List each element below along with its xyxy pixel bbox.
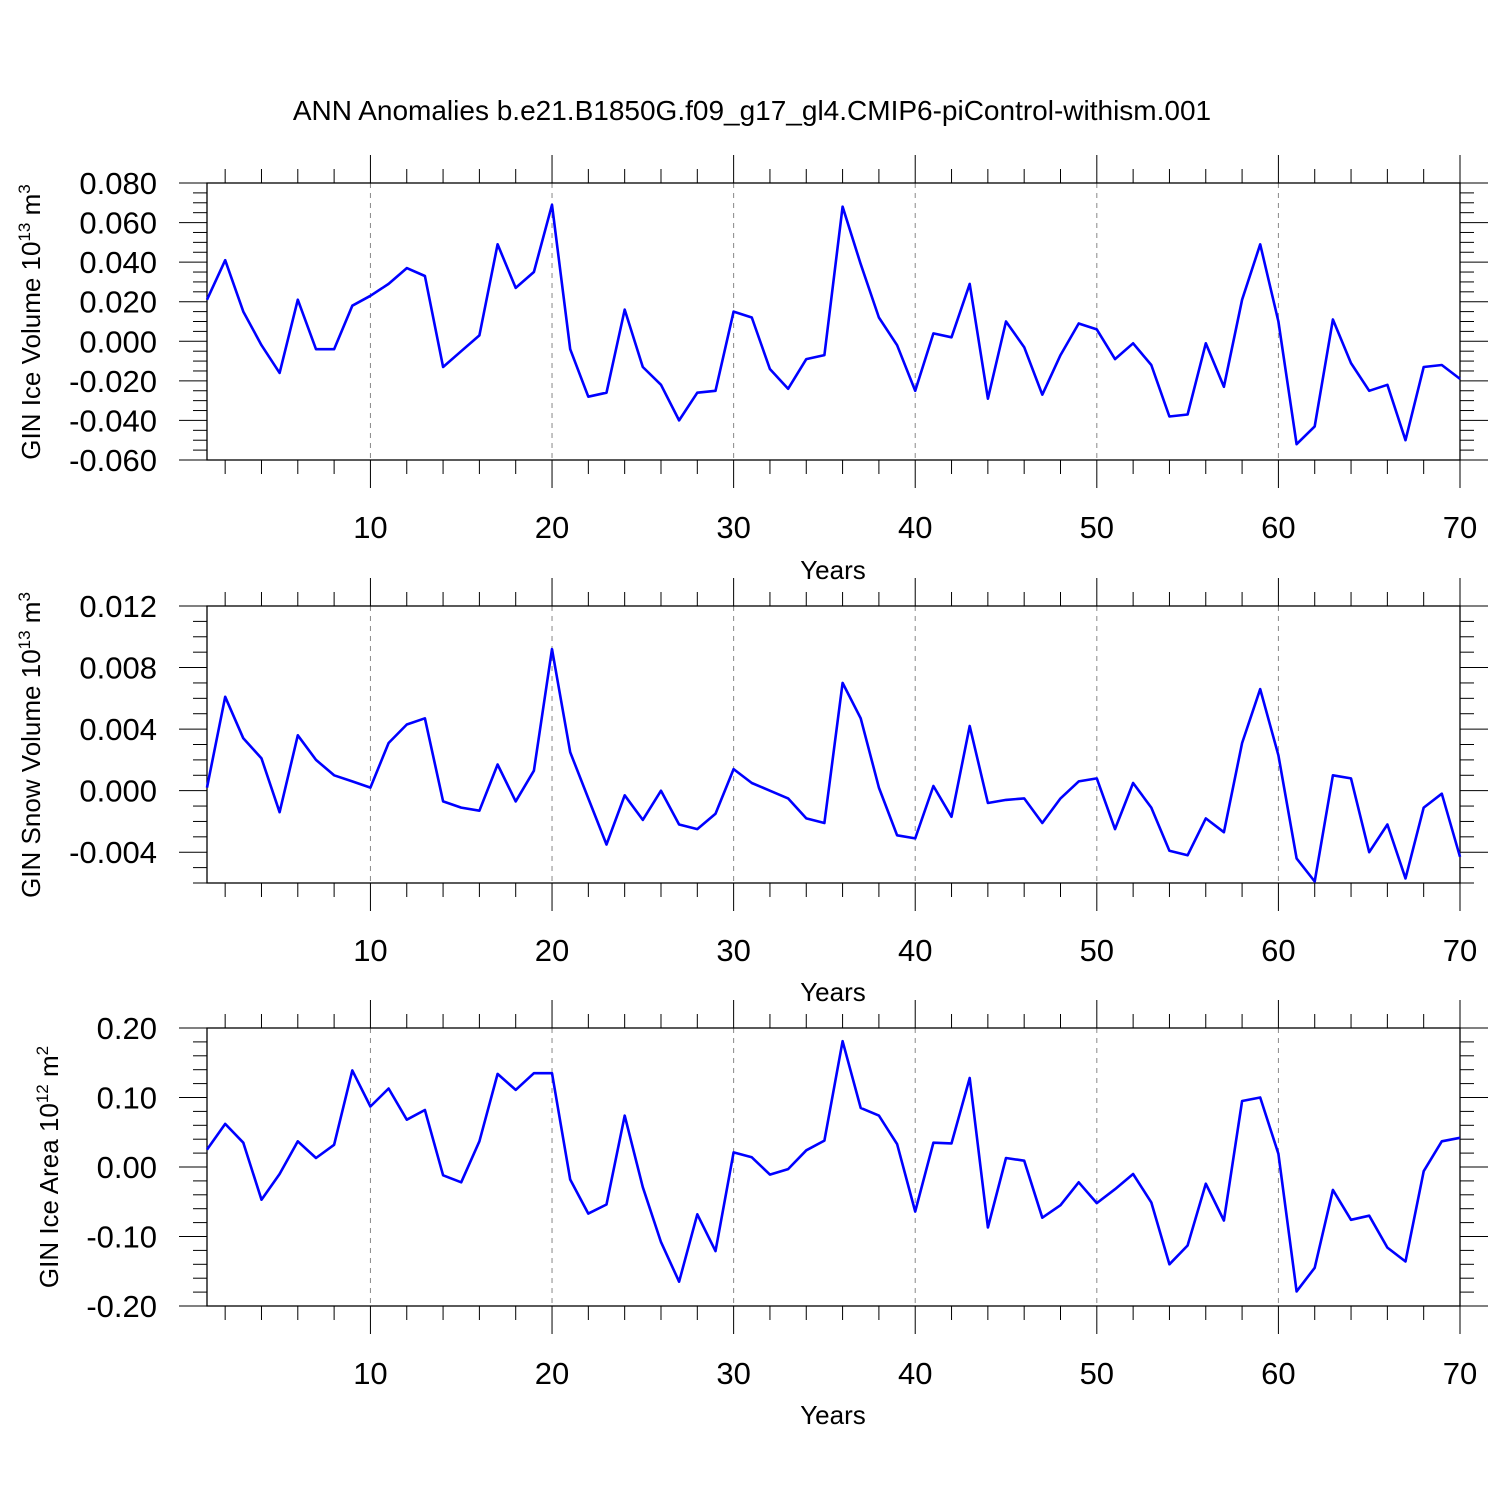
ice-volume-y-tick-label: 0.020 (79, 285, 157, 320)
ice-volume-y-tick-label: 0.040 (79, 245, 157, 280)
snow-volume-series-line (205, 647, 1462, 883)
snow-volume-x-axis-title: Years (800, 977, 866, 1007)
snow-volume-x-tick-label: 10 (353, 933, 387, 968)
ice-volume-y-tick-label: 0.060 (79, 206, 157, 241)
snow-volume-x-tick-label: 50 (1080, 933, 1114, 968)
ice-area-x-axis-title: Years (800, 1400, 866, 1430)
snow-volume-y-tick-label: -0.004 (69, 835, 157, 870)
snow-volume-x-tick-label: 60 (1261, 933, 1295, 968)
ice-area-series-line (205, 1039, 1461, 1293)
ice-volume-y-tick-label: 0.000 (79, 324, 157, 359)
ice-volume-x-tick-label: 10 (353, 510, 387, 545)
ice-volume-y-tick-label: -0.040 (69, 403, 157, 438)
snow-volume-x-tick-label: 70 (1443, 933, 1477, 968)
ice-volume-y-tick-label: -0.060 (69, 443, 157, 478)
ice-area-y-axis-title: GIN Ice Area 1012 m2 (33, 1046, 64, 1288)
ice-volume-x-tick-label: 40 (898, 510, 932, 545)
ice-volume-y-tick-label: -0.020 (69, 364, 157, 399)
ice-area-x-tick-label: 40 (898, 1356, 932, 1391)
ice-area-x-tick-label: 50 (1080, 1356, 1114, 1391)
ice-volume-y-axis-title: GIN Ice Volume 1013 m3 (15, 184, 46, 460)
ice-area-x-tick-label: 30 (716, 1356, 750, 1391)
ice-area-x-tick-label: 20 (535, 1356, 569, 1391)
ice-area-y-tick-label: -0.20 (86, 1289, 157, 1324)
ice-volume-panel: GIN Ice Volume 1013 m3 Years -0.060 -0.04… (15, 155, 1488, 585)
ice-area-panel: GIN Ice Area 1012 m2 Years -0.20 -0.10 0.0… (33, 1000, 1488, 1430)
ice-volume-x-tick-label: 50 (1080, 510, 1114, 545)
ice-volume-series-line (205, 203, 1461, 446)
snow-volume-plot-frame (206, 605, 1461, 884)
ice-area-x-tick-label: 60 (1261, 1356, 1295, 1391)
ice-volume-x-tick-label: 30 (716, 510, 750, 545)
ice-volume-x-tick-label: 60 (1261, 510, 1295, 545)
ice-volume-x-tick-label: 20 (535, 510, 569, 545)
snow-volume-y-axis-title: GIN Snow Volume 1013 m3 (15, 592, 46, 898)
ice-area-plot-frame (206, 1027, 1461, 1307)
ice-volume-x-tick-label: 70 (1443, 510, 1477, 545)
ice-volume-x-axis-title: Years (800, 555, 866, 585)
snow-volume-x-tick-label: 20 (535, 933, 569, 968)
snow-volume-y-tick-label: 0.004 (79, 712, 157, 747)
snow-volume-y-tick-label: 0.000 (79, 774, 157, 809)
ice-area-y-tick-label: 0.10 (97, 1081, 157, 1116)
chart-title: ANN Anomalies b.e21.B1850G.f09_g17_gl4.C… (293, 95, 1211, 126)
snow-volume-x-tick-label: 40 (898, 933, 932, 968)
snow-volume-panel: GIN Snow Volume 1013 m3 Years -0.004 0.00… (15, 578, 1488, 1007)
ice-volume-plot-frame (206, 182, 1461, 461)
ice-area-y-tick-label: 0.00 (97, 1150, 157, 1185)
snow-volume-x-tick-label: 30 (716, 933, 750, 968)
ice-area-x-tick-label: 10 (353, 1356, 387, 1391)
snow-volume-y-tick-label: 0.008 (79, 651, 157, 686)
ice-area-y-tick-label: 0.20 (97, 1011, 157, 1046)
snow-volume-y-tick-label: 0.012 (79, 589, 157, 624)
ice-area-x-tick-label: 70 (1443, 1356, 1477, 1391)
ice-volume-y-tick-label: 0.080 (79, 166, 157, 201)
ice-area-y-tick-label: -0.10 (86, 1220, 157, 1255)
